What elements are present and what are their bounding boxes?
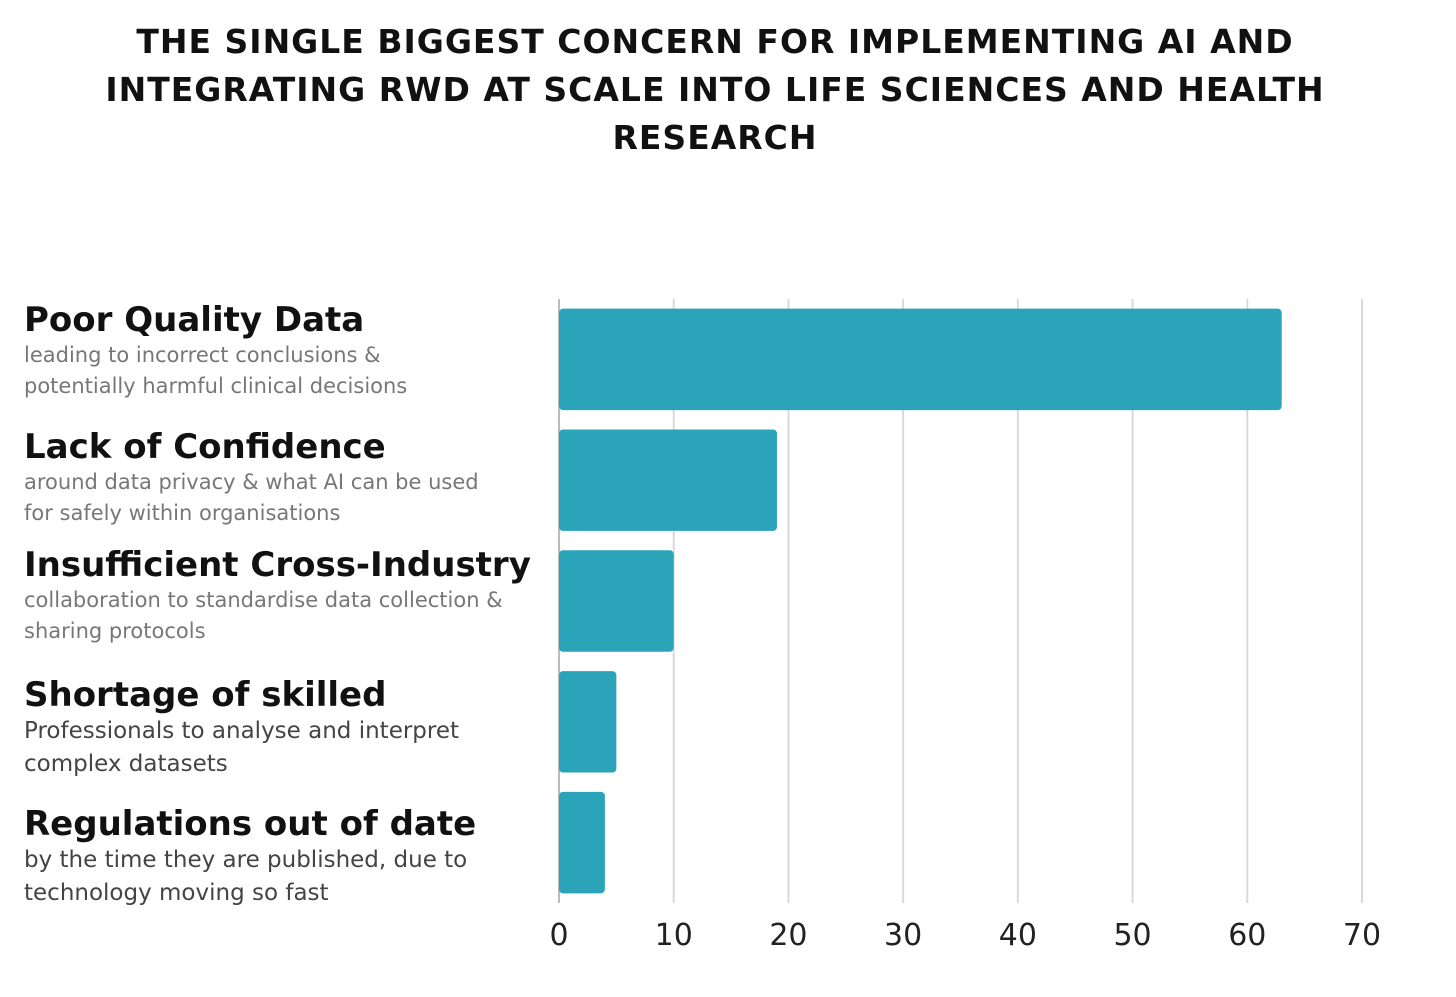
x-tick-label: 40: [999, 918, 1037, 953]
x-tick-label: 10: [655, 918, 693, 953]
x-tick-label: 50: [1113, 918, 1151, 953]
bar-regulations-out-of-date: [559, 791, 605, 894]
chart-title: THE SINGLE BIGGEST CONCERN FOR IMPLEMENT…: [105, 22, 1325, 157]
category-subtitle: around data privacy & what AI can be use…: [24, 470, 479, 525]
category-label-insufficient-cross-industry: Insufficient Cross-Industry collaboratio…: [24, 545, 544, 647]
category-title: Shortage of skilled: [24, 675, 387, 715]
category-label-lack-of-confidence: Lack of Confidence around data privacy &…: [24, 427, 544, 529]
category-title: Poor Quality Data: [24, 300, 365, 340]
x-tick-label: 20: [769, 918, 807, 953]
bar-insufficient-cross-industry: [559, 550, 674, 652]
category-title: Insufficient Cross-Industry: [24, 545, 531, 585]
category-subtitle: collaboration to standardise data collec…: [24, 588, 503, 643]
category-subtitle: leading to incorrect conclusions & poten…: [24, 343, 408, 398]
category-label-regulations-out-of-date: Regulations out of date by the time they…: [24, 804, 544, 910]
x-tick-label: 0: [549, 918, 568, 953]
x-axis-ticks: 0 10 20 30 40 50 60 70: [549, 918, 1381, 953]
x-tick-label: 60: [1228, 918, 1266, 953]
bar-shortage-of-skilled: [559, 671, 617, 773]
category-label-poor-quality-data: Poor Quality Data leading to incorrect c…: [24, 300, 544, 402]
category-title: Lack of Confidence: [24, 427, 386, 467]
category-subtitle: Professionals to analyse and interpret c…: [24, 718, 460, 777]
category-label-shortage-of-skilled: Shortage of skilled Professionals to ana…: [24, 675, 544, 781]
x-tick-label: 70: [1343, 918, 1381, 953]
category-title: Regulations out of date: [24, 804, 477, 844]
category-subtitle: by the time they are published, due to t…: [24, 847, 468, 906]
bar-poor-quality-data: [559, 308, 1282, 411]
bar-lack-of-confidence: [559, 429, 777, 531]
bars: [559, 308, 1282, 894]
x-tick-label: 30: [884, 918, 922, 953]
